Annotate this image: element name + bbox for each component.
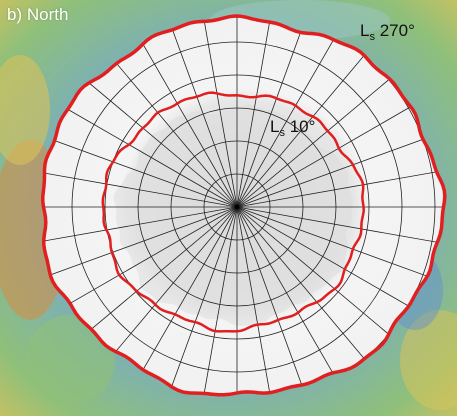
meridian-line (236, 206, 327, 395)
meridian-line (236, 16, 283, 208)
meridian-line (236, 206, 445, 253)
meridian-line (236, 161, 445, 208)
contour-label-ls-10: Ls 10° (270, 117, 316, 139)
meridian-line (236, 206, 283, 395)
contour-label-prefix: L (270, 117, 280, 136)
contour-label-subscript: s (369, 31, 375, 43)
meridian-line (42, 206, 238, 253)
contour-label-subscript: s (279, 127, 285, 139)
meridian-line (147, 206, 238, 395)
meridian-line (191, 206, 238, 395)
contour-label-ls-270: Ls 270° (360, 21, 415, 43)
meridian-line (42, 161, 238, 208)
meridian-line (147, 16, 238, 208)
contour-ls-270 (41, 14, 447, 397)
meridian-line (42, 117, 238, 208)
contour-label-prefix: L (360, 21, 370, 40)
meridian-line (236, 16, 327, 208)
north-pole-marker (234, 204, 240, 210)
panel-label: b) North (7, 5, 69, 24)
meridian-line (42, 206, 238, 297)
terrain-green-southwest (25, 315, 115, 405)
contour-label-value: 270° (379, 21, 415, 40)
contour-ls-10 (101, 91, 365, 333)
meridian-line (191, 16, 238, 208)
terrain-yellow-southeast (400, 310, 457, 410)
contour-label-value: 10° (289, 117, 316, 136)
terrain-yellow-northwest (0, 55, 50, 165)
